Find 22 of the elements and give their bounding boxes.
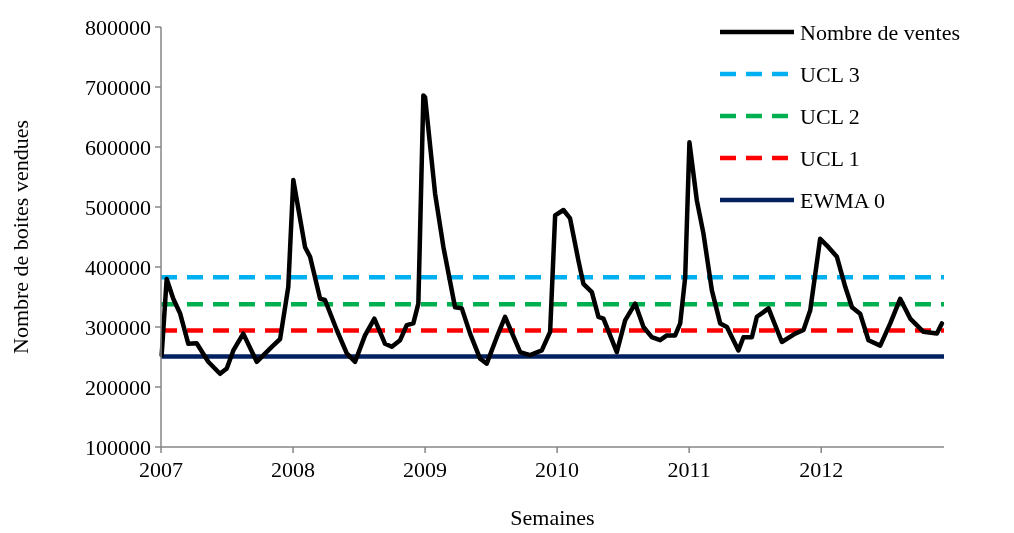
x-tick-label: 2008 bbox=[271, 457, 316, 482]
legend-label: UCL 2 bbox=[800, 103, 860, 129]
legend-label: UCL 3 bbox=[800, 61, 860, 87]
y-tick-label: 800000 bbox=[85, 14, 151, 40]
y-axis-title: Nombre de boites vendues bbox=[8, 120, 33, 354]
x-tick-label: 2009 bbox=[403, 457, 448, 482]
legend-label: UCL 1 bbox=[800, 145, 860, 171]
y-tick-label: 300000 bbox=[85, 314, 151, 340]
y-tick-label: 100000 bbox=[85, 434, 151, 460]
x-axis-title: Semaines bbox=[510, 505, 595, 530]
y-tick-label: 200000 bbox=[85, 374, 151, 400]
y-tick-label: 700000 bbox=[85, 74, 151, 100]
x-tick-label: 2010 bbox=[535, 457, 580, 482]
x-tick-label: 2011 bbox=[667, 457, 711, 482]
x-tick-label: 2007 bbox=[139, 457, 183, 482]
line-series bbox=[159, 93, 945, 377]
legend-label: EWMA 0 bbox=[800, 187, 885, 213]
legend-label: Nombre de ventes bbox=[800, 19, 961, 45]
x-tick-label: 2012 bbox=[799, 457, 844, 482]
y-tick-label: 600000 bbox=[85, 134, 151, 160]
y-tick-label: 400000 bbox=[85, 254, 151, 280]
y-tick-label: 500000 bbox=[85, 194, 151, 220]
